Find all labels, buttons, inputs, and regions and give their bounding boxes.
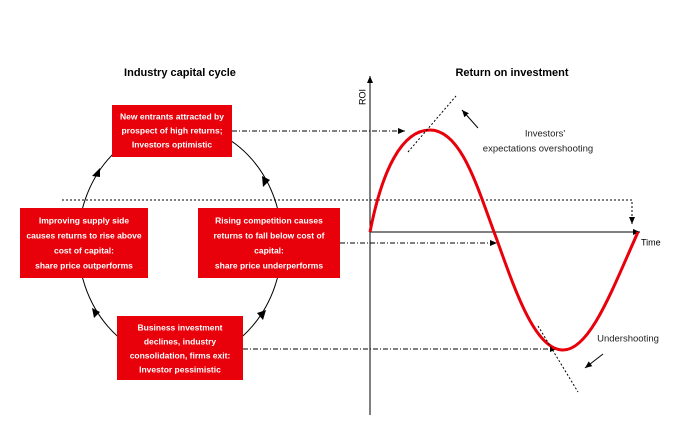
box: Rising competition causes returns to fal… bbox=[198, 208, 340, 278]
right-title: Return on investment bbox=[455, 67, 568, 79]
box-text: Rising competition causes bbox=[215, 215, 323, 225]
box: New entrants attracted by prospect of hi… bbox=[112, 105, 232, 157]
box-text: Improving supply side bbox=[39, 215, 129, 225]
box: Improving supply side causes returns to … bbox=[20, 208, 148, 278]
annotation: Investors' bbox=[525, 129, 566, 140]
cycle-arrow bbox=[92, 308, 100, 318]
roi-curve bbox=[368, 128, 640, 352]
cycle-arrow bbox=[257, 310, 266, 320]
box-text: capital: bbox=[254, 245, 284, 255]
box-text: Investors optimistic bbox=[132, 139, 213, 149]
box-text: declines, industry bbox=[144, 336, 217, 346]
box-text: causes returns to rise above bbox=[26, 230, 142, 240]
annotation: expectations overshooting bbox=[483, 144, 593, 155]
tangent bbox=[407, 95, 457, 153]
box-text: consolidation, firms exit: bbox=[130, 350, 231, 360]
box-text: Business investment bbox=[137, 322, 222, 332]
box-text: share price outperforms bbox=[35, 260, 133, 270]
box-text: prospect of high returns; bbox=[121, 125, 222, 135]
box-text: New entrants attracted by bbox=[120, 111, 224, 121]
tangent bbox=[537, 325, 579, 393]
annotation-arrow bbox=[584, 353, 604, 369]
dotted-link bbox=[62, 199, 635, 224]
annotation-arrow bbox=[461, 109, 479, 129]
box-text: cost of capital: bbox=[54, 245, 114, 255]
box: Business investment declines, industry c… bbox=[117, 316, 243, 380]
annotation: Undershooting bbox=[597, 334, 659, 345]
box-text: returns to fall below cost of bbox=[214, 230, 325, 240]
left-title: Industry capital cycle bbox=[124, 67, 236, 79]
cycle-arrow bbox=[262, 176, 270, 187]
box-text: share price underperforms bbox=[215, 260, 323, 270]
cycle-arrow bbox=[92, 168, 100, 177]
x-axis-label: Time bbox=[641, 237, 661, 247]
y-axis-label: ROI bbox=[357, 89, 367, 105]
box-text: Investor pessimistic bbox=[139, 364, 221, 374]
